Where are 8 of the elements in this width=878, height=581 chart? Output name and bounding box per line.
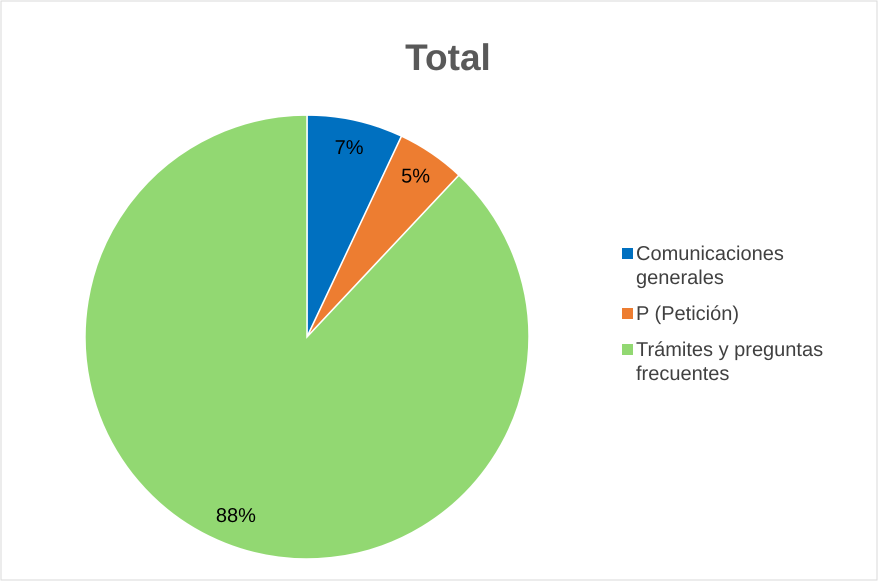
data-label: 5% xyxy=(401,166,430,188)
legend-label: P (Petición) xyxy=(636,303,740,326)
chart-title: Total xyxy=(405,36,491,78)
data-label: 7% xyxy=(334,136,364,159)
data-label: 88% xyxy=(216,504,256,527)
legend-label: Comunicaciones generales xyxy=(636,243,784,290)
pie-slice xyxy=(84,114,530,560)
legend-label: Trámites y preguntas frecuentes xyxy=(636,339,824,386)
